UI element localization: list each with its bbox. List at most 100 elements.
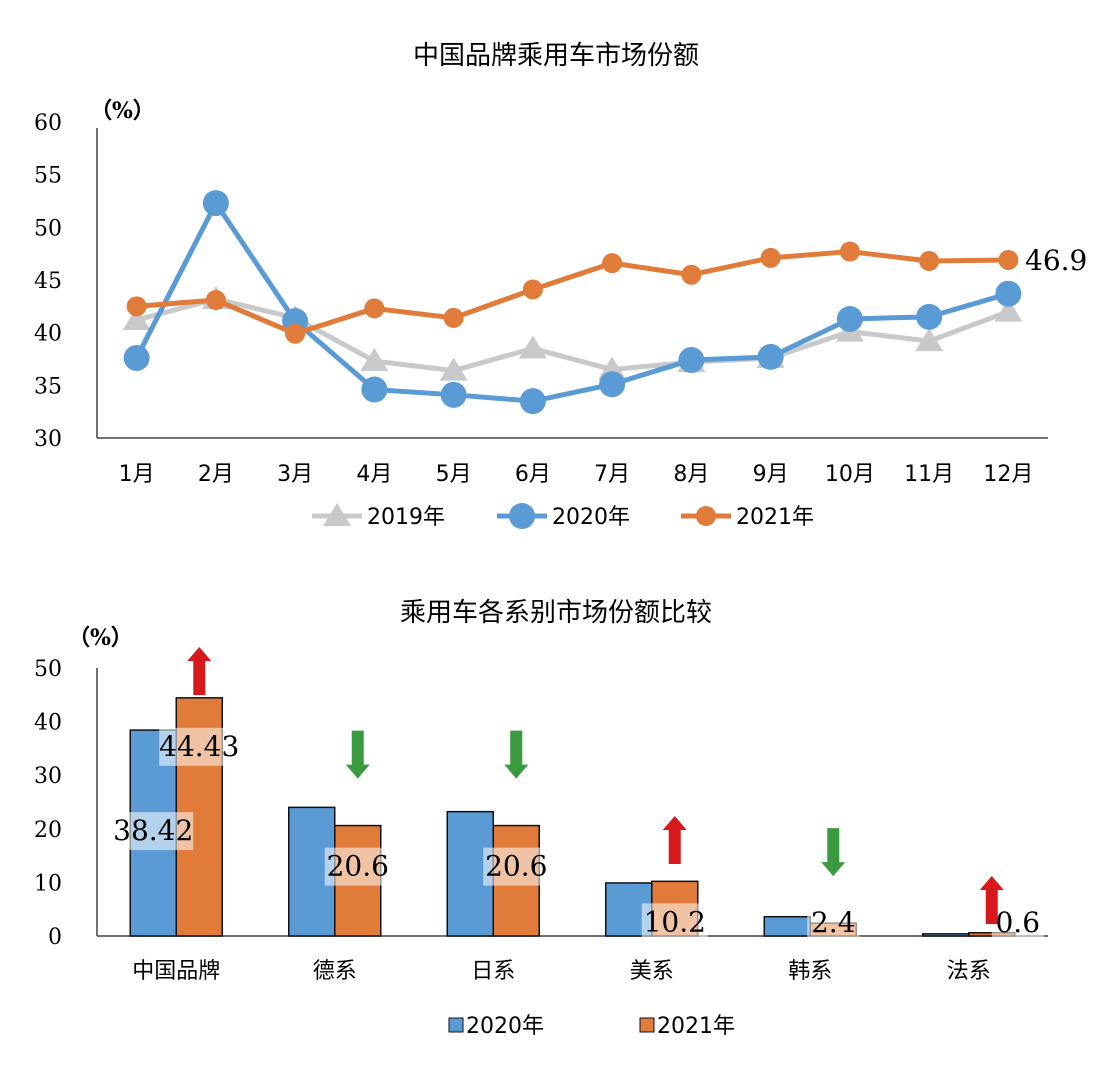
bar-x-tick-label: 美系 [630, 959, 674, 984]
line-x-tick-label: 5月 [436, 462, 472, 487]
data-point-triangle [994, 298, 1023, 322]
data-label: 0.6 [995, 906, 1040, 939]
bar-2020年 [763, 915, 811, 937]
line-y-tick-label: 35 [34, 374, 62, 399]
data-point-circle [681, 264, 702, 285]
data-point-circle [995, 280, 1022, 307]
line-chart-title: 中国品牌乘用车市场份额 [413, 41, 699, 71]
bar-chart-x-ticks: 中国品牌 德系 日系 美系 韩系 法系 [132, 959, 991, 984]
line-y-tick-label: 45 [34, 269, 62, 294]
bar-x-tick-label: 中国品牌 [132, 959, 220, 984]
bar-y-tick-label: 0 [48, 925, 62, 950]
line-x-tick-label: 10月 [825, 462, 875, 487]
line-x-tick-label: 9月 [753, 462, 789, 487]
legend-circle-marker [696, 506, 716, 526]
bar-y-tick-label: 20 [34, 818, 62, 843]
arrow-down-icon [345, 730, 370, 779]
line-chart-end-label: 46.9 [1025, 244, 1087, 277]
data-point-triangle [439, 357, 468, 381]
arrow-up-icon [187, 647, 212, 695]
line-chart-unit-label: （%） [90, 98, 155, 124]
bar-x-tick-label: 韩系 [788, 959, 832, 984]
data-point-circle [678, 347, 705, 374]
data-label-background [324, 847, 391, 886]
bar-chart: 乘用车各系别市场份额比较 （%） 0 10 20 30 40 50 38.42 44.43 2… [34, 598, 1048, 1039]
arrow-up-icon [662, 816, 687, 864]
data-point-circle [760, 247, 781, 268]
bar-y-tick-label: 40 [34, 711, 62, 736]
data-point-circle [443, 307, 464, 328]
data-point-triangle [122, 307, 151, 331]
line-x-tick-label: 2月 [198, 462, 234, 487]
data-label-background [807, 904, 860, 942]
data-point-circle [757, 343, 784, 370]
data-point-circle [916, 303, 943, 330]
data-point-circle [839, 241, 860, 262]
arrow-up-icon [979, 876, 1004, 924]
line-x-tick-label: 6月 [515, 462, 551, 487]
line-chart: 中国品牌乘用车市场份额 （%） 30 35 40 45 50 55 60 1月 2月 3月 4月 5… [34, 41, 1087, 530]
line-y-tick-label: 50 [34, 216, 62, 241]
line-chart-y-ticks: 30 35 40 45 50 55 60 [34, 111, 62, 452]
legend-label: 2019年 [367, 505, 445, 530]
line-chart-legend: 2019年 2020年 2021年 [312, 503, 814, 530]
data-point-circle [998, 249, 1019, 270]
data-label: 38.42 [113, 814, 193, 847]
line-chart-x-ticks: 1月 2月 3月 4月 5月 6月 7月 8月 9月 10月 11月 12月 [119, 462, 1034, 487]
line-y-tick-label: 55 [34, 164, 62, 189]
data-label-background [159, 727, 240, 766]
bar-y-tick-label: 10 [34, 871, 62, 896]
data-label: 44.43 [159, 730, 239, 763]
data-point-circle [522, 279, 543, 300]
bar-chart-legend: 2020年 2021年 [448, 1014, 735, 1039]
data-point-triangle [518, 335, 547, 359]
data-point-circle [205, 290, 226, 311]
bar-chart-unit-label: （%） [68, 625, 133, 651]
data-point-circle [836, 305, 863, 332]
line-x-tick-label: 11月 [904, 462, 954, 487]
line-x-tick-label: 3月 [277, 462, 313, 487]
data-label-background [991, 904, 1044, 942]
bar-x-tick-label: 德系 [313, 959, 357, 984]
arrow-down-icon [504, 730, 529, 779]
data-point-circle [919, 251, 940, 272]
legend-circle-marker [509, 503, 535, 529]
data-point-circle [364, 298, 385, 319]
line-x-tick-label: 8月 [673, 462, 709, 487]
bar-chart-title: 乘用车各系别市场份额比较 [400, 598, 712, 628]
line-y-tick-label: 60 [34, 111, 62, 136]
data-point-circle [602, 253, 623, 274]
data-point-triangle [915, 328, 944, 352]
data-point-circle [202, 190, 229, 217]
line-y-tick-label: 40 [34, 322, 62, 347]
data-label-background [483, 847, 550, 886]
line-x-tick-label: 4月 [356, 462, 392, 487]
legend-label: 2020年 [466, 1014, 544, 1039]
data-label-background [641, 903, 708, 942]
data-label: 20.6 [327, 850, 389, 883]
arrow-down-icon [821, 828, 846, 877]
line-x-tick-label: 7月 [594, 462, 630, 487]
legend-label: 2020年 [552, 505, 630, 530]
bar-chart-bars [129, 697, 1016, 937]
bar-2020年 [922, 933, 970, 937]
bar-x-tick-label: 法系 [947, 959, 991, 984]
legend-swatch [639, 1017, 655, 1033]
bar-y-tick-label: 50 [34, 657, 62, 682]
bar-chart-data-labels: 38.42 44.43 20.6 20.6 10.2 2.4 0.6 [113, 727, 1044, 942]
data-label: 2.4 [811, 906, 856, 939]
series-line-2020年 [134, 200, 1010, 404]
line-x-tick-label: 12月 [983, 462, 1033, 487]
data-point-circle [361, 376, 388, 403]
bar-x-tick-label: 日系 [471, 959, 515, 984]
bar-chart-trend-arrows [187, 647, 1004, 924]
line-y-tick-label: 30 [34, 427, 62, 452]
series-line-2019年 [135, 296, 1010, 374]
data-point-triangle [360, 348, 389, 372]
data-point-circle [285, 323, 306, 344]
line-x-tick-label: 1月 [119, 462, 155, 487]
data-label: 20.6 [485, 850, 547, 883]
data-point-circle [123, 344, 150, 371]
data-point-circle [519, 388, 546, 415]
line-chart-series [122, 190, 1023, 415]
